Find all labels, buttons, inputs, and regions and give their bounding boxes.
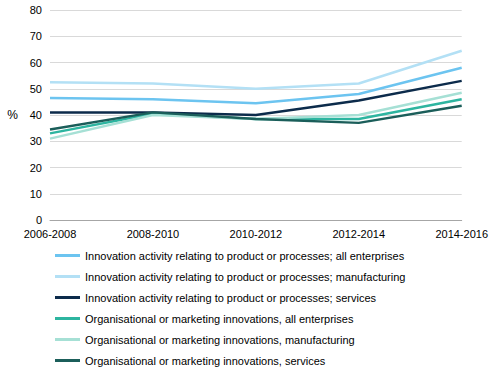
svg-text:%: % <box>7 108 18 122</box>
svg-text:40: 40 <box>30 109 42 121</box>
svg-text:10: 10 <box>30 188 42 200</box>
svg-text:Innovation activity relating t: Innovation activity relating to product … <box>85 271 405 283</box>
svg-text:Organisational or marketing in: Organisational or marketing innovations,… <box>85 313 354 325</box>
svg-text:Organisational or marketing in: Organisational or marketing innovations,… <box>85 334 355 346</box>
svg-text:50: 50 <box>30 83 42 95</box>
svg-text:Innovation activity relating t: Innovation activity relating to product … <box>85 250 405 262</box>
svg-text:60: 60 <box>30 57 42 69</box>
svg-text:70: 70 <box>30 30 42 42</box>
svg-text:30: 30 <box>30 135 42 147</box>
svg-text:Organisational or marketing in: Organisational or marketing innovations,… <box>85 355 326 367</box>
svg-text:20: 20 <box>30 162 42 174</box>
svg-text:2006-2008: 2006-2008 <box>24 228 77 240</box>
svg-text:2012-2014: 2012-2014 <box>332 228 385 240</box>
svg-text:Innovation activity relating t: Innovation activity relating to product … <box>85 292 377 304</box>
svg-text:2014-2016: 2014-2016 <box>435 228 488 240</box>
svg-text:2010-2012: 2010-2012 <box>230 228 283 240</box>
svg-text:80: 80 <box>30 4 42 16</box>
svg-text:2008-2010: 2008-2010 <box>127 228 180 240</box>
svg-text:0: 0 <box>36 214 42 226</box>
